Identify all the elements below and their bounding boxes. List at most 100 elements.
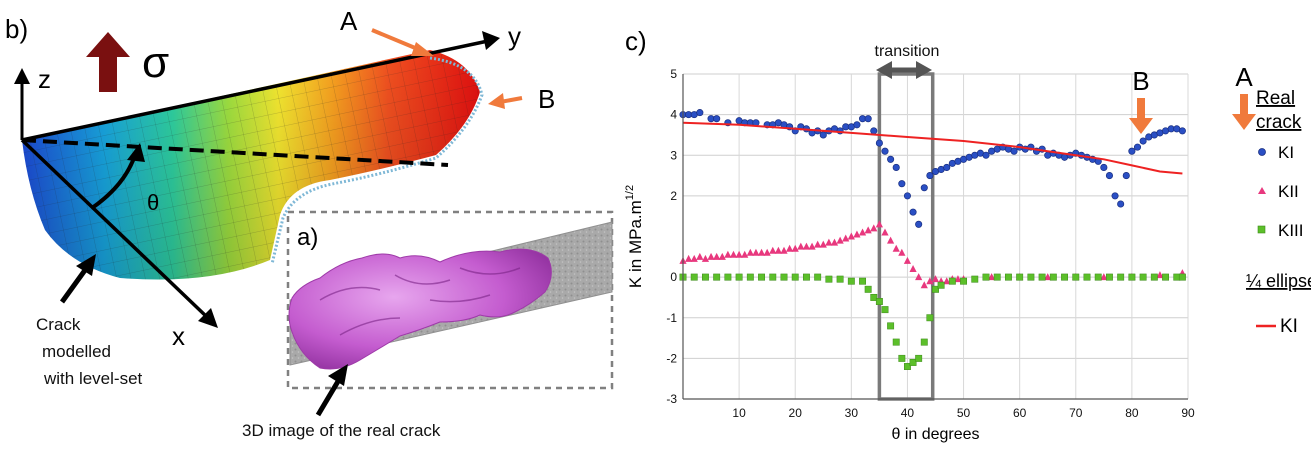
data-point-kiii-square [746, 273, 754, 281]
data-point-ki-circle [915, 220, 923, 228]
crack-caption-arrowhead-icon [76, 254, 96, 276]
theta-arc-arrowhead-icon [127, 143, 145, 162]
data-point-kii-triangle [780, 246, 788, 254]
data-point-ki-circle [903, 192, 911, 200]
data-point-kiii-square [960, 277, 968, 285]
sigma-arrow-icon [86, 32, 130, 92]
data-point-kii-triangle [685, 254, 693, 262]
data-point-kii-triangle [763, 248, 771, 256]
y-tick-label: -2 [666, 351, 677, 365]
data-point-kii-triangle [887, 236, 895, 244]
data-point-kiii-square [1004, 273, 1012, 281]
data-point-kiii-square [870, 293, 878, 301]
y-axis-title-sup: 1/2 [624, 185, 636, 200]
real-crack-caption: 3D image of the real crack [242, 421, 441, 440]
data-point-ki-circle [909, 208, 917, 216]
marker-b-arrow-shaft [1137, 98, 1145, 120]
data-point-kii-triangle [814, 240, 822, 248]
data-point-kii-triangle [858, 228, 867, 236]
data-point-kii-triangle [909, 265, 917, 272]
data-point-kiii-square [836, 275, 844, 283]
data-point-kii-triangle [690, 254, 698, 262]
y-tick-label: 5 [670, 67, 677, 81]
data-point-kiii-square [932, 285, 939, 293]
data-point-kiii-square [1072, 273, 1080, 281]
data-point-kii-triangle [819, 240, 827, 248]
axis-y-arrowhead-icon [482, 31, 500, 50]
data-point-kii-triangle [898, 248, 906, 256]
marker-a-arrow-shaft [1240, 94, 1248, 116]
data-point-kii-triangle [903, 256, 912, 264]
point-b-arrowhead-icon [488, 93, 505, 109]
data-point-kiii-square [859, 277, 867, 285]
x-tick-label: 10 [732, 406, 746, 420]
data-point-ki-circle [713, 115, 721, 123]
data-point-ki-circle [1178, 127, 1186, 135]
data-point-ki-circle [1122, 172, 1130, 180]
data-point-kiii-square [724, 273, 732, 281]
data-point-kiii-square [758, 273, 766, 281]
transition-arrow-right-icon [916, 61, 932, 79]
data-point-kiii-square [1016, 273, 1024, 281]
y-axis-title: K in MPa.m1/2 [624, 185, 645, 288]
data-point-kiii-square [1083, 273, 1091, 281]
purple-crack-volume [288, 248, 552, 370]
data-point-kiii-square [780, 273, 788, 281]
data-point-kiii-square [1105, 273, 1113, 281]
legend: Real crack KI KII KIII ¼ ellipse KI [1246, 88, 1311, 337]
data-point-ki-circle [926, 172, 934, 180]
y-tick-label: 4 [670, 108, 677, 122]
transition-label: transition [875, 43, 940, 60]
data-point-kii-triangle [853, 230, 861, 238]
panel-c-label: c) [625, 26, 647, 56]
data-point-kii-triangle [1100, 273, 1108, 281]
axis-y-line [21, 39, 489, 142]
crack-shading [22, 50, 480, 280]
data-point-kii-triangle [931, 275, 940, 283]
data-point-kii-triangle [870, 224, 878, 232]
data-point-kiii-square [1150, 273, 1158, 281]
axis-x-line [20, 138, 210, 320]
data-point-kiii-square [864, 285, 872, 293]
data-point-kiii-square [1162, 273, 1170, 281]
data-point-kii-triangle [920, 281, 928, 289]
data-point-kiii-square [713, 273, 721, 281]
x-tick-label: 20 [789, 406, 803, 420]
axis-y-label: y [508, 21, 521, 51]
data-point-kiii-square [791, 273, 799, 281]
transition-band [877, 72, 935, 401]
x-tick-label: 50 [957, 406, 971, 420]
data-point-kiii-square [875, 298, 883, 305]
y-tick-label: 0 [670, 270, 677, 284]
data-point-ki-circle [982, 151, 990, 159]
y-tick-label: -1 [666, 311, 677, 325]
data-point-kiii-square [1117, 273, 1125, 281]
legend-kii-label: KII [1278, 182, 1299, 201]
data-point-kiii-square [971, 275, 979, 283]
data-point-kii-triangle [696, 252, 704, 260]
data-point-kii-triangle [791, 244, 799, 252]
data-point-kii-triangle [808, 242, 816, 250]
data-point-ki-circle [1105, 172, 1113, 180]
data-point-ki-circle [870, 127, 878, 135]
data-point-kii-triangle [769, 246, 777, 254]
data-point-kii-triangle [842, 234, 850, 242]
crack-front [270, 56, 484, 265]
chart: -3 -2 -1 0 2 3 4 5 10 20 30 40 50 60 70 80 90 θ in degre… [624, 67, 1195, 443]
data-point-kiii-square [1038, 273, 1046, 281]
data-point-kii-triangle [836, 236, 844, 244]
panel-a-frame [286, 210, 614, 390]
data-point-ki-circle [853, 121, 861, 129]
transition-arrow-left-icon [876, 61, 892, 79]
data-point-kii-triangle [774, 246, 782, 254]
legend-kiii-marker [1257, 225, 1266, 234]
data-point-ki-circle [1139, 137, 1147, 145]
panel-c: c) -3 -2 -1 0 2 3 4 5 10 20 30 40 50 60 70 80 90 θ in de… [624, 26, 1311, 443]
data-point-kii-triangle [881, 228, 889, 236]
dashed-reference-line [21, 138, 449, 167]
data-point-kiii-square [909, 358, 917, 366]
data-point-ki-circle [696, 109, 704, 117]
legend-kiii-label: KIII [1278, 221, 1304, 240]
real-crack-caption-arrow-line [315, 376, 343, 417]
data-point-kii-triangle [729, 250, 738, 258]
